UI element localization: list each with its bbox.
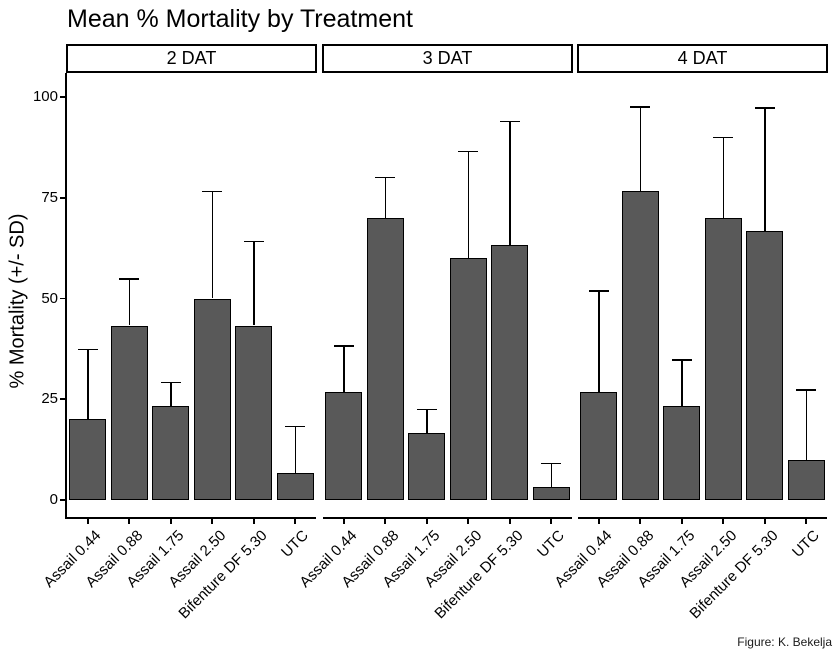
x-tick — [508, 518, 511, 524]
bar — [408, 432, 446, 500]
bar — [704, 217, 742, 500]
facet-strip: 4 DAT — [577, 44, 828, 73]
bar — [152, 406, 190, 500]
y-tick — [60, 196, 66, 199]
figure-caption: Figure: K. Bekelja — [737, 635, 832, 649]
error-bar-cap — [754, 107, 775, 109]
error-bar-line — [681, 359, 683, 407]
y-tick — [60, 499, 66, 501]
bar — [69, 419, 107, 500]
y-tick-label: 0 — [49, 491, 58, 508]
error-bar-line — [426, 409, 428, 433]
bar — [449, 258, 487, 500]
x-tick-label-text: UTC — [534, 527, 569, 561]
x-tick — [294, 518, 297, 524]
error-bar-cap — [796, 389, 817, 391]
y-tick — [60, 297, 66, 300]
x-tick — [639, 518, 642, 524]
error-bar-cap — [671, 359, 692, 361]
bar — [110, 325, 148, 500]
bar — [366, 217, 404, 500]
y-tick-label: 100 — [32, 88, 58, 105]
x-tick — [597, 518, 600, 524]
x-tick — [342, 518, 345, 524]
bar — [532, 486, 570, 500]
facet-strip-label: 3 DAT — [422, 48, 473, 68]
error-bar-line — [722, 137, 724, 218]
error-bar-line — [764, 107, 766, 232]
x-tick — [467, 518, 470, 524]
x-tick — [763, 518, 766, 524]
bar — [491, 244, 529, 500]
y-axis-line — [65, 73, 67, 519]
bar — [663, 406, 701, 500]
y-tick — [60, 96, 66, 98]
error-bar-cap — [541, 462, 562, 465]
error-bar-cap — [416, 408, 437, 411]
error-bar-line — [384, 177, 386, 218]
bar — [787, 459, 825, 500]
x-axis-line — [323, 517, 572, 519]
x-tick-label-text: UTC — [789, 527, 824, 561]
y-tick-label: 25 — [41, 390, 58, 408]
error-bar-line — [550, 463, 552, 487]
error-bar-line — [639, 107, 641, 191]
error-bar-line — [805, 389, 807, 460]
error-bar-line — [598, 290, 600, 393]
x-tick — [550, 518, 553, 524]
facet-strip-label: 2 DAT — [166, 48, 217, 68]
y-tick — [60, 398, 66, 401]
error-bar-line — [253, 241, 255, 326]
x-axis-line — [578, 517, 827, 519]
error-bar-cap — [588, 290, 609, 292]
error-bar-cap — [630, 106, 651, 108]
error-bar-line — [294, 426, 296, 473]
error-bar-cap — [202, 190, 223, 193]
facet-strip: 2 DAT — [66, 44, 317, 73]
error-bar-line — [211, 191, 213, 299]
y-tick-label: 50 — [41, 289, 58, 307]
error-bar-line — [467, 151, 469, 259]
chart-title: Mean % Mortality by Treatment — [67, 5, 413, 33]
error-bar-line — [170, 382, 172, 407]
x-tick — [425, 518, 428, 524]
error-bar-cap — [333, 345, 354, 347]
bar — [746, 231, 784, 500]
error-bar-line — [343, 346, 345, 393]
x-tick — [680, 518, 683, 524]
x-tick — [211, 518, 214, 524]
error-bar-line — [128, 279, 130, 326]
error-bar-line — [509, 121, 511, 245]
bar — [276, 472, 314, 500]
x-tick — [722, 518, 725, 524]
y-tick-label: 75 — [41, 188, 58, 206]
facet-strip: 3 DAT — [322, 44, 573, 73]
error-bar-cap — [160, 381, 181, 384]
error-bar-line — [87, 349, 89, 420]
facet-strip-label: 4 DAT — [677, 48, 728, 68]
error-bar-cap — [77, 348, 98, 351]
x-tick — [252, 518, 255, 524]
error-bar-cap — [243, 240, 264, 243]
bar — [621, 190, 659, 500]
x-tick — [128, 518, 131, 524]
bar — [235, 325, 273, 500]
error-bar-cap — [713, 136, 734, 139]
x-tick — [169, 518, 172, 524]
bar — [325, 392, 363, 500]
x-tick — [86, 518, 89, 524]
error-bar-cap — [499, 120, 520, 123]
error-bar-cap — [375, 176, 396, 179]
bar — [580, 392, 618, 500]
bar — [193, 298, 231, 500]
x-tick — [805, 518, 808, 524]
error-bar-cap — [458, 150, 479, 153]
x-tick-label-text: UTC — [278, 527, 313, 561]
error-bar-cap — [119, 278, 140, 280]
x-axis-line — [65, 517, 316, 519]
error-bar-cap — [285, 425, 306, 428]
x-tick — [384, 518, 387, 524]
